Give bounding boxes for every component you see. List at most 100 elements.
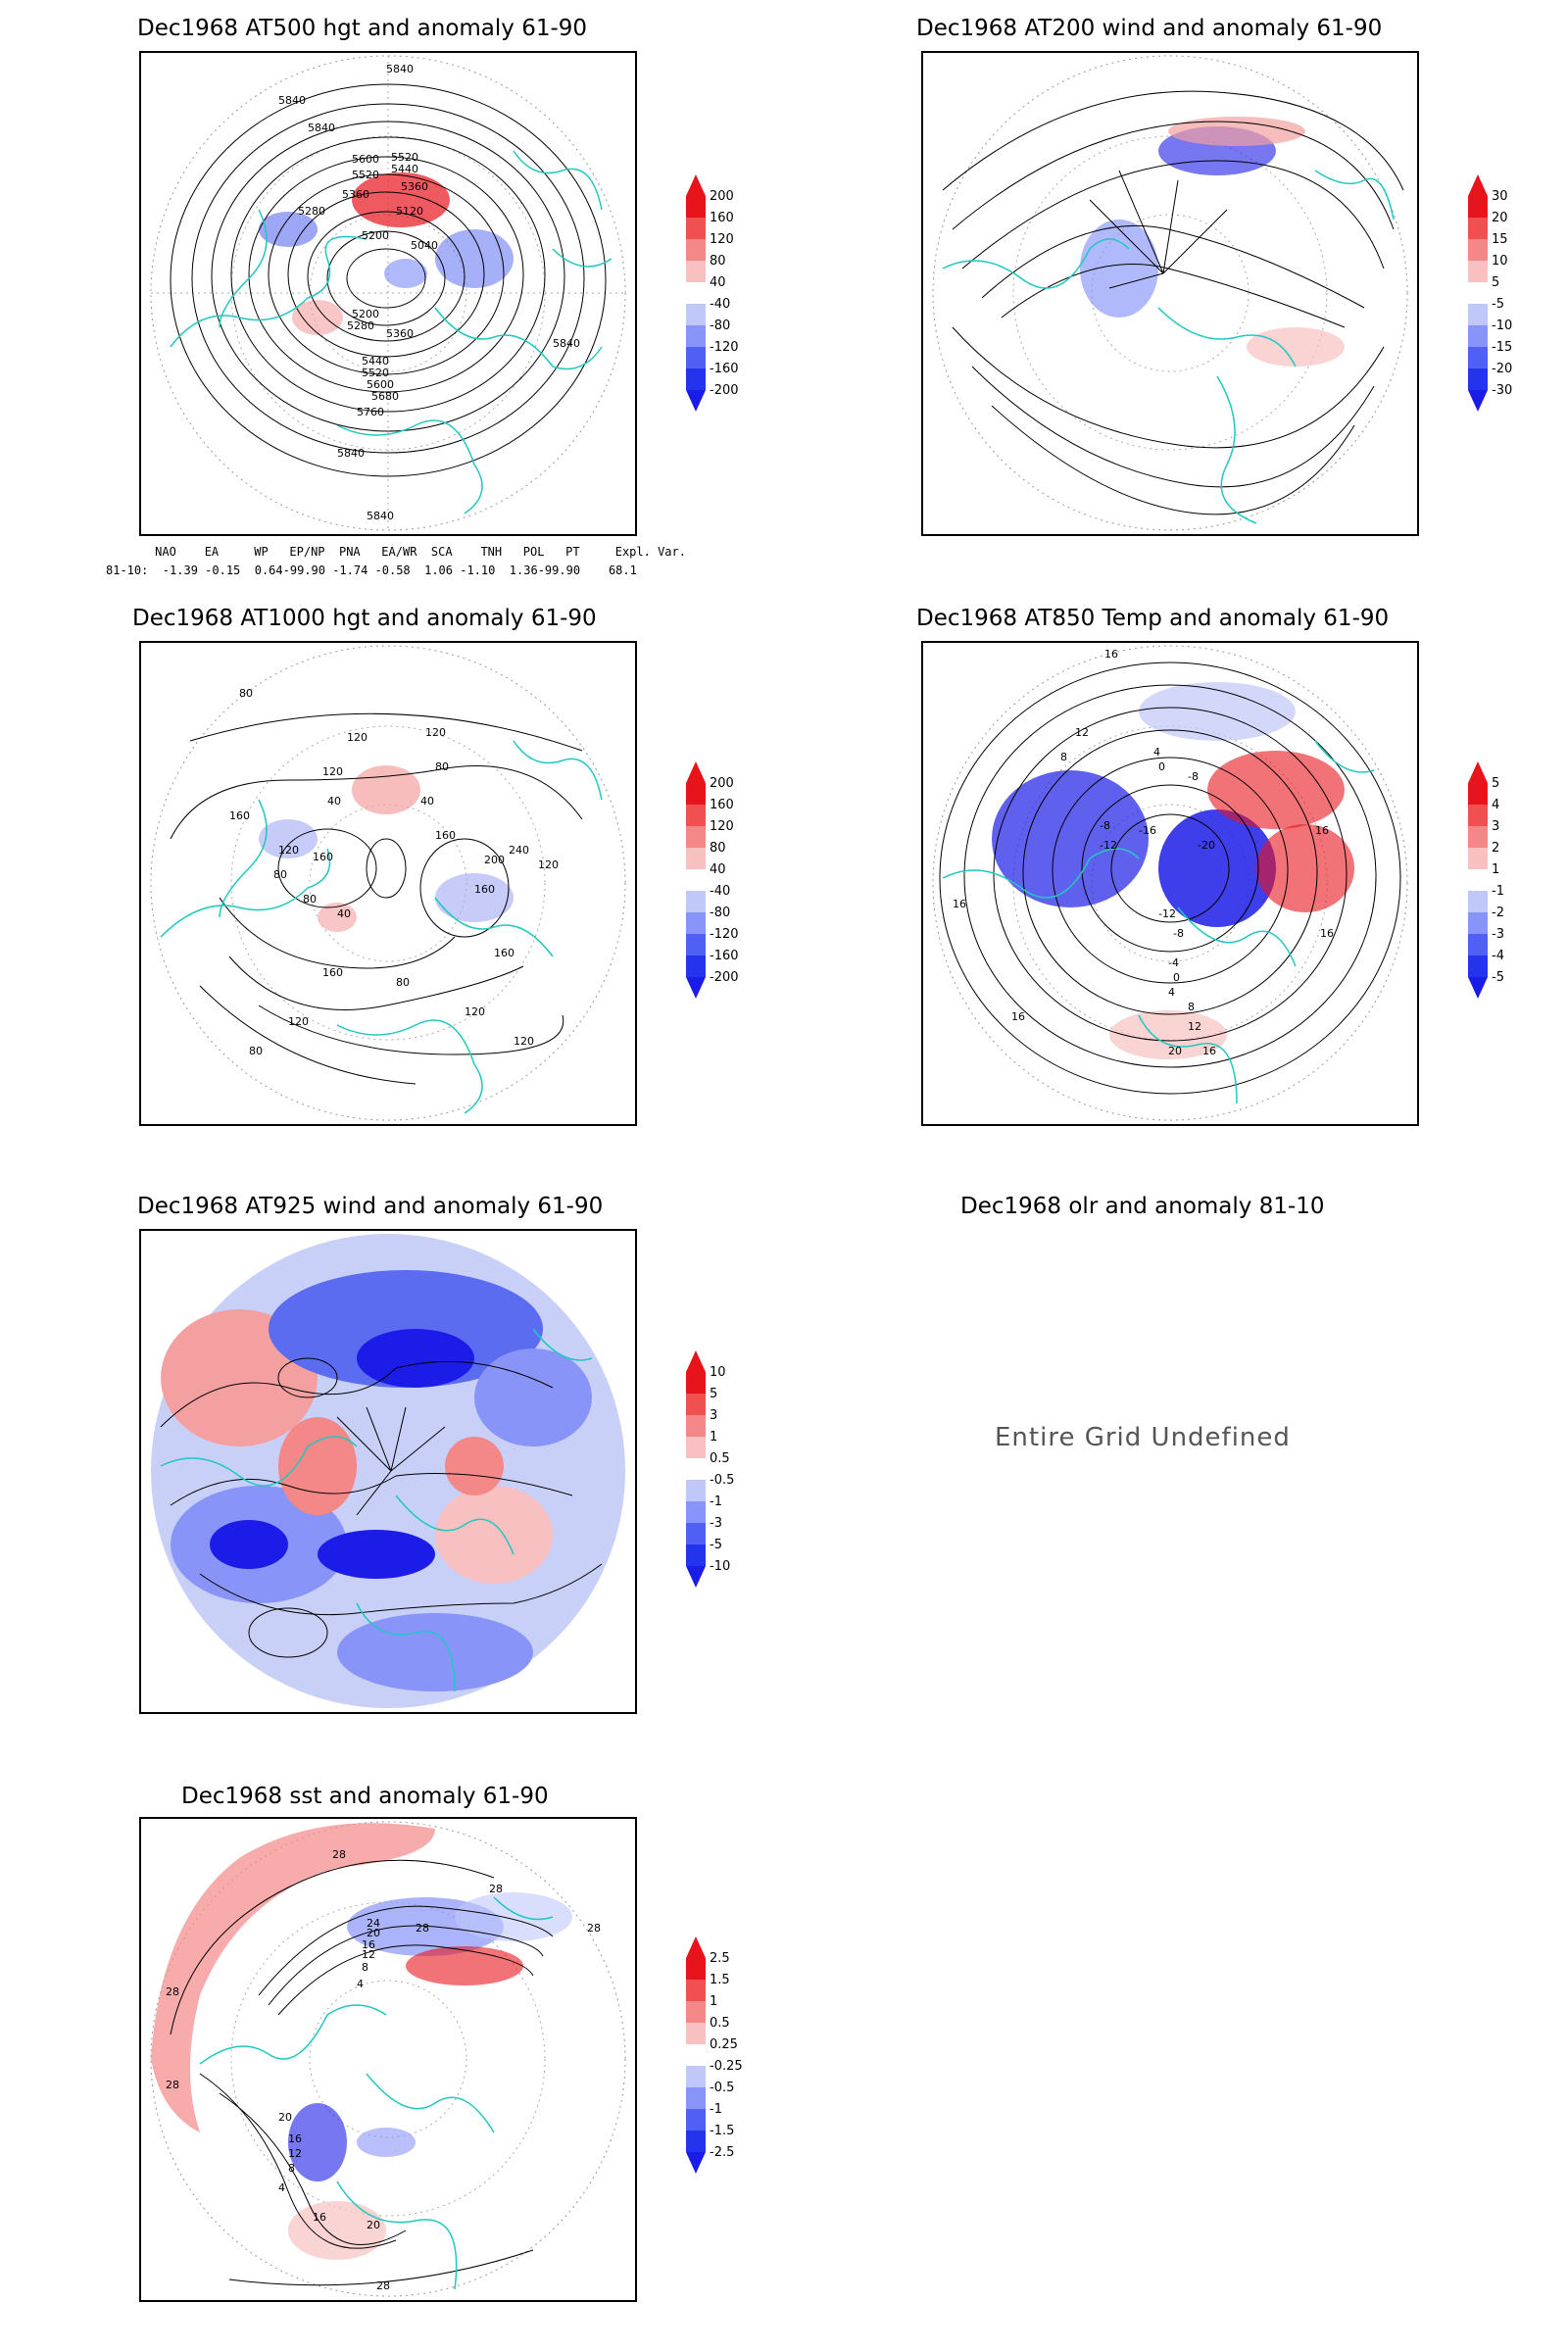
contour-label: -8 xyxy=(1188,770,1199,783)
colorbar-label: -1 xyxy=(710,1494,722,1509)
contour-label: 5440 xyxy=(362,355,389,368)
colorbar-at925: 10 5 3 1 0.5 -0.5 -1 -3 -5 -10 xyxy=(686,1350,755,1615)
map-at1000: 80 120 120 80 120 160 40 40 120 160 80 160 200 240 80 1… xyxy=(139,641,637,1126)
colorbar-at925-strip xyxy=(686,1350,706,1588)
contour-label: 120 xyxy=(514,1035,534,1048)
contour-label: 12 xyxy=(288,2147,302,2160)
contour-label: 5360 xyxy=(386,327,414,340)
contour-label: -8 xyxy=(1100,819,1110,832)
title-sst: Dec1968 sst and anomaly 61-90 xyxy=(181,1784,549,1809)
contour-label: 120 xyxy=(347,731,368,744)
contour-label: 160 xyxy=(322,966,343,979)
colorbar-label: 15 xyxy=(1492,232,1508,247)
colorbar-at850: 5 4 3 2 1 -1 -2 -3 -4 -5 xyxy=(1468,761,1537,1026)
contour-label: 5280 xyxy=(298,205,325,218)
title-at850: Dec1968 AT850 Temp and anomaly 61-90 xyxy=(916,606,1390,631)
contour-label: 160 xyxy=(474,883,495,896)
contour-label: 4 xyxy=(1153,746,1160,759)
contour-label: 5840 xyxy=(278,94,306,107)
colorbar-label: 200 xyxy=(710,189,734,204)
map-sst: 28 28 24 20 16 12 8 4 28 28 28 28 20 16 12 8 4 16 20 28 xyxy=(139,1817,637,2302)
contour-label: 28 xyxy=(489,1883,503,1895)
colorbar-label: 20 xyxy=(1492,211,1508,225)
colorbar-label: -3 xyxy=(710,1516,722,1531)
colorbar-label: 10 xyxy=(1492,254,1508,269)
contour-label: 5840 xyxy=(553,337,580,350)
title-olr: Dec1968 olr and anomaly 81-10 xyxy=(960,1194,1325,1219)
contour-label: 5840 xyxy=(308,122,335,134)
colorbar-label: 160 xyxy=(710,798,734,812)
map-at1000-graphic: 80 120 120 80 120 160 40 40 120 160 80 160 200 240 80 1… xyxy=(150,645,626,1121)
colorbar-label: 1 xyxy=(1492,862,1500,877)
colorbar-label: 40 xyxy=(710,862,726,877)
contour-label: 16 xyxy=(1011,1010,1025,1023)
contour-label: 5440 xyxy=(391,163,418,175)
colorbar-label: -2 xyxy=(1492,906,1504,920)
contour-label: 0 xyxy=(1173,971,1180,984)
map-at925-graphic xyxy=(151,1234,625,1708)
teleconnection-header: NAO EA WP EP/NP PNA EA/WR SCA TNH POL PT… xyxy=(120,545,686,559)
contour-label: 12 xyxy=(362,1948,375,1961)
colorbar-label: -4 xyxy=(1492,949,1504,963)
contour-label: 120 xyxy=(538,858,559,871)
contour-label: 16 xyxy=(953,898,966,910)
colorbar-label: 1 xyxy=(710,1994,718,2009)
contour-label: 5760 xyxy=(357,406,384,418)
colorbar-at1000-strip xyxy=(686,761,706,999)
colorbar-label: 2.5 xyxy=(710,1951,730,1966)
contour-label: 16 xyxy=(1202,1045,1216,1057)
colorbar-label: 80 xyxy=(710,254,726,269)
contour-label: 28 xyxy=(376,2279,390,2292)
colorbar-label: -200 xyxy=(710,383,739,398)
contour-label: 120 xyxy=(278,844,299,857)
contour-label: 40 xyxy=(327,795,341,808)
contour-label: 120 xyxy=(322,765,343,778)
contour-label: 80 xyxy=(249,1045,263,1057)
contour-label: 5680 xyxy=(371,390,399,403)
colorbar-label: 1 xyxy=(710,1430,718,1445)
colorbar-label: -2.5 xyxy=(710,2145,735,2160)
contour-label: 8 xyxy=(1188,1001,1195,1013)
contour-label: 40 xyxy=(337,907,351,920)
colorbar-label: 0.25 xyxy=(710,2037,738,2052)
colorbar-label: 10 xyxy=(710,1365,726,1380)
colorbar-label: 80 xyxy=(710,841,726,856)
contour-label: 12 xyxy=(1075,726,1089,739)
contour-label: 5520 xyxy=(391,151,418,164)
colorbar-at850-strip xyxy=(1468,761,1488,999)
contour-label: 4 xyxy=(357,1978,364,1990)
contour-label: -12 xyxy=(1158,907,1176,920)
colorbar-label: -120 xyxy=(710,927,739,942)
colorbar-label: -30 xyxy=(1492,383,1513,398)
map-at850: 16 12 8 4 0 -8 -12 -16 -20 -8 16 16 -12 -8 -4 0 4 8 12 16 20… xyxy=(921,641,1419,1126)
colorbar-label: -40 xyxy=(710,884,731,899)
contour-label: 5520 xyxy=(362,367,389,379)
colorbar-label: 5 xyxy=(1492,776,1500,791)
colorbar-label: -80 xyxy=(710,906,731,920)
contour-label: 24 xyxy=(367,1917,380,1930)
colorbar-label: -5 xyxy=(1492,297,1504,312)
colorbar-label: 30 xyxy=(1492,189,1508,204)
contour-label: 80 xyxy=(435,760,449,773)
contour-label: 5600 xyxy=(367,378,394,391)
contour-label: -20 xyxy=(1198,839,1215,852)
contour-label: 20 xyxy=(1168,1045,1182,1057)
title-at925: Dec1968 AT925 wind and anomaly 61-90 xyxy=(137,1194,604,1219)
contour-label: 80 xyxy=(239,687,253,700)
contour-label: 5120 xyxy=(396,205,423,218)
colorbar-label: -0.25 xyxy=(710,2059,743,2074)
colorbar-sst-strip xyxy=(686,1936,706,2174)
contour-label: 8 xyxy=(362,1961,368,1974)
map-at200 xyxy=(921,51,1419,536)
contour-label: 120 xyxy=(465,1005,485,1018)
contour-label: 240 xyxy=(509,844,529,857)
contour-label: -16 xyxy=(1139,824,1156,837)
contour-label: 5200 xyxy=(362,229,389,242)
contour-label: 120 xyxy=(288,1015,309,1028)
contour-label: 5600 xyxy=(352,153,379,166)
colorbar-at1000: 200 160 120 80 40 -40 -80 -120 -160 -200 xyxy=(686,761,755,1026)
colorbar-label: -0.5 xyxy=(710,2081,735,2095)
contour-label: 5840 xyxy=(367,510,394,522)
